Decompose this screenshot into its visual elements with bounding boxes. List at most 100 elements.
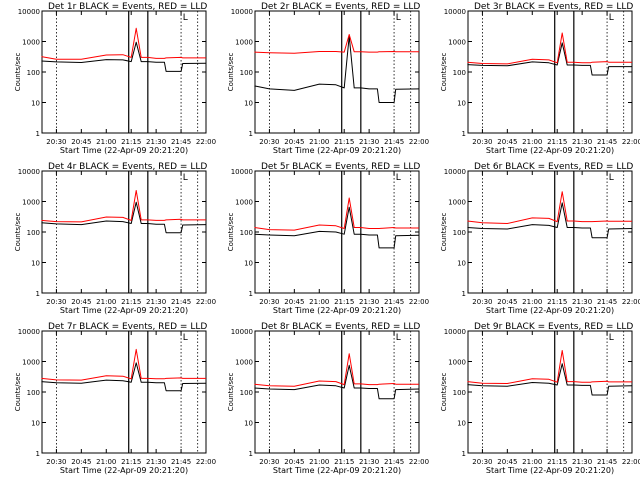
- x-tick-label: 21:45: [171, 298, 191, 306]
- lld-series-line: [41, 190, 206, 223]
- y-tick-label: 10000: [18, 8, 40, 16]
- x-tick-label: 21:45: [171, 138, 191, 146]
- detector-panel-5r: Det 5r BLACK = Events, RED = LLD 1 10 100 10…: [227, 162, 429, 315]
- lld-series-line: [41, 27, 206, 60]
- x-axis-label: Start Time (22-Apr-09 20:21:20): [60, 146, 188, 155]
- events-series-line: [41, 362, 207, 392]
- events-series-line: [41, 41, 207, 72]
- x-tick-label: 21:30: [359, 458, 379, 466]
- x-tick-label: 22:00: [622, 298, 640, 306]
- x-tick-label: 21:30: [359, 138, 379, 146]
- x-tick-label: 20:30: [46, 458, 66, 466]
- y-tick-label: 1: [36, 450, 40, 458]
- x-tick-label: 22:00: [622, 458, 640, 466]
- x-tick-label: 21:00: [309, 458, 329, 466]
- y-axis-label: Counts/sec: [440, 373, 448, 412]
- lld-marker-label: L: [183, 173, 188, 183]
- lld-marker-label: L: [609, 13, 614, 23]
- y-tick-label: 1000: [235, 199, 253, 207]
- y-tick-label: 10: [457, 100, 466, 108]
- y-tick-label: 10: [244, 100, 253, 108]
- y-axis-label: Counts/sec: [227, 373, 235, 412]
- y-tick-label: 100: [27, 389, 40, 397]
- y-tick-label: 10000: [231, 328, 253, 336]
- x-tick-label: 21:00: [96, 458, 116, 466]
- x-tick-label: 20:30: [46, 138, 66, 146]
- x-tick-label: 21:00: [522, 138, 542, 146]
- y-axis-label: Counts/sec: [14, 53, 22, 92]
- y-tick-label: 1: [36, 130, 40, 138]
- y-tick-label: 10: [244, 260, 253, 268]
- y-tick-label: 1: [249, 130, 253, 138]
- y-tick-label: 10000: [231, 8, 253, 16]
- y-tick-label: 10: [244, 420, 253, 428]
- y-tick-label: 10000: [444, 328, 466, 336]
- x-tick-label: 22:00: [196, 458, 216, 466]
- y-tick-label: 10: [31, 260, 40, 268]
- panel-title: Det 4r BLACK = Events, RED = LLD: [48, 162, 207, 172]
- x-tick-label: 21:15: [547, 138, 567, 146]
- y-tick-label: 100: [27, 229, 40, 237]
- lld-marker-label: L: [609, 173, 614, 183]
- x-tick-label: 21:15: [334, 458, 354, 466]
- x-tick-label: 21:30: [572, 138, 592, 146]
- x-tick-label: 20:30: [259, 298, 279, 306]
- y-axis-label: Counts/sec: [440, 213, 448, 252]
- detector-panel-2r: Det 2r BLACK = Events, RED = LLD 1 10 100 10…: [227, 2, 429, 155]
- x-tick-label: 21:00: [309, 138, 329, 146]
- x-tick-label: 21:45: [384, 458, 404, 466]
- y-tick-label: 10: [457, 420, 466, 428]
- x-tick-label: 21:30: [146, 458, 166, 466]
- detector-panel-9r: Det 9r BLACK = Events, RED = LLD 1 10 100 10…: [440, 322, 640, 475]
- y-tick-label: 100: [240, 69, 253, 77]
- panel-title: Det 6r BLACK = Events, RED = LLD: [474, 162, 633, 172]
- x-tick-label: 21:00: [96, 298, 116, 306]
- lld-marker-label: L: [183, 333, 188, 343]
- lld-series-line: [254, 353, 419, 387]
- x-tick-label: 20:45: [71, 138, 91, 146]
- lld-series-line: [41, 348, 206, 381]
- y-tick-label: 1: [36, 290, 40, 298]
- panel-title: Det 9r BLACK = Events, RED = LLD: [474, 322, 633, 332]
- events-series-line: [254, 364, 420, 400]
- x-tick-label: 20:45: [497, 458, 517, 466]
- y-tick-label: 1: [249, 290, 253, 298]
- lld-series-line: [467, 32, 632, 65]
- events-series-line: [467, 42, 632, 76]
- x-tick-label: 21:15: [121, 458, 141, 466]
- y-axis-label: Counts/sec: [440, 53, 448, 92]
- x-tick-label: 21:30: [146, 298, 166, 306]
- x-tick-label: 22:00: [196, 298, 216, 306]
- panel-title: Det 5r BLACK = Events, RED = LLD: [261, 162, 420, 172]
- x-tick-label: 21:00: [309, 298, 329, 306]
- y-tick-label: 100: [240, 389, 253, 397]
- x-tick-label: 20:45: [71, 298, 91, 306]
- lld-series-line: [467, 350, 632, 384]
- x-tick-label: 21:00: [522, 458, 542, 466]
- x-tick-label: 20:45: [497, 298, 517, 306]
- x-axis-label: Start Time (22-Apr-09 20:21:20): [486, 466, 614, 475]
- lld-marker-label: L: [396, 333, 401, 343]
- y-tick-label: 1000: [22, 199, 40, 207]
- y-tick-label: 100: [240, 229, 253, 237]
- x-tick-label: 20:30: [472, 138, 492, 146]
- lld-series-line: [254, 34, 419, 54]
- y-tick-label: 100: [453, 69, 466, 77]
- x-axis-label: Start Time (22-Apr-09 20:21:20): [273, 146, 401, 155]
- x-tick-label: 21:15: [121, 138, 141, 146]
- x-tick-label: 22:00: [622, 138, 640, 146]
- detector-panel-6r: Det 6r BLACK = Events, RED = LLD 1 10 100 10…: [440, 162, 640, 315]
- y-tick-label: 10: [31, 420, 40, 428]
- y-tick-label: 100: [453, 229, 466, 237]
- y-tick-label: 1000: [235, 39, 253, 47]
- lld-series-line: [254, 197, 419, 231]
- y-axis-label: Counts/sec: [227, 53, 235, 92]
- y-tick-label: 1000: [22, 359, 40, 367]
- panel-title: Det 2r BLACK = Events, RED = LLD: [261, 2, 420, 12]
- x-tick-label: 21:15: [547, 298, 567, 306]
- x-tick-label: 21:15: [547, 458, 567, 466]
- y-axis-label: Counts/sec: [14, 373, 22, 412]
- events-series-line: [254, 206, 420, 249]
- y-tick-label: 1000: [448, 199, 466, 207]
